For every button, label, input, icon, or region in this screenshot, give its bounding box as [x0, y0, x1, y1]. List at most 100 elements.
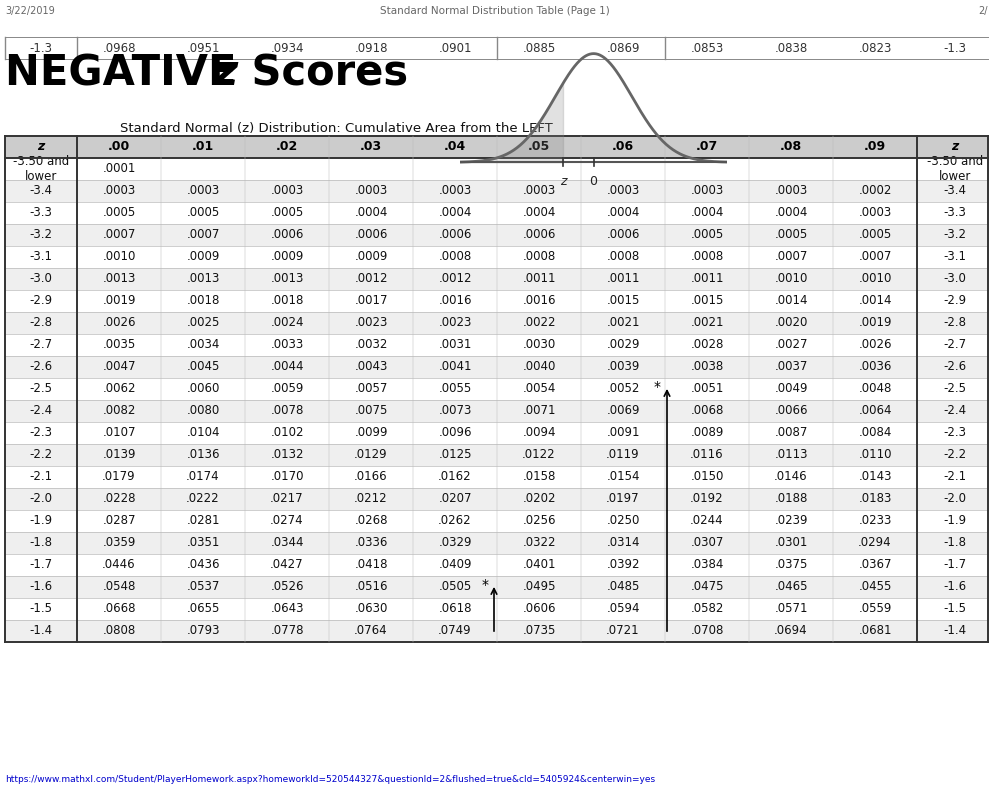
- Text: .0793: .0793: [186, 625, 220, 638]
- Text: .0344: .0344: [271, 537, 304, 549]
- Text: -1.8: -1.8: [30, 537, 53, 549]
- Text: .0274: .0274: [271, 515, 304, 527]
- Text: .0034: .0034: [186, 338, 220, 352]
- Text: .0012: .0012: [438, 272, 472, 286]
- Text: .02: .02: [275, 141, 298, 153]
- Text: .0006: .0006: [522, 229, 556, 241]
- Text: .0136: .0136: [186, 449, 220, 461]
- Text: .0314: .0314: [606, 537, 640, 549]
- Text: .0075: .0075: [355, 404, 387, 418]
- Text: -2.9: -2.9: [30, 295, 53, 307]
- Text: .07: .07: [696, 141, 718, 153]
- Text: .0096: .0096: [438, 426, 472, 440]
- Text: .0367: .0367: [858, 558, 892, 572]
- Text: .0044: .0044: [271, 360, 304, 373]
- Text: .0001: .0001: [102, 163, 136, 175]
- Text: .0055: .0055: [438, 383, 472, 395]
- Text: -1.4: -1.4: [30, 625, 53, 638]
- Text: .0384: .0384: [691, 558, 723, 572]
- Text: .0060: .0060: [186, 383, 220, 395]
- Text: .0436: .0436: [186, 558, 220, 572]
- Text: -1.9: -1.9: [30, 515, 53, 527]
- Text: .0028: .0028: [691, 338, 723, 352]
- Text: .0023: .0023: [438, 317, 472, 330]
- Text: .0009: .0009: [271, 250, 303, 264]
- Text: .0003: .0003: [271, 184, 303, 198]
- Text: -1.6: -1.6: [943, 580, 966, 593]
- Text: .0143: .0143: [858, 471, 892, 484]
- Text: -2.3: -2.3: [30, 426, 53, 440]
- Text: .0749: .0749: [438, 625, 472, 638]
- Text: .0228: .0228: [102, 492, 136, 506]
- Text: .0003: .0003: [522, 184, 556, 198]
- Text: .0066: .0066: [774, 404, 808, 418]
- Text: .0099: .0099: [354, 426, 387, 440]
- Text: .0102: .0102: [271, 426, 304, 440]
- Text: .0013: .0013: [186, 272, 220, 286]
- Text: .0336: .0336: [355, 537, 387, 549]
- Text: -2.3: -2.3: [943, 426, 966, 440]
- Text: .0087: .0087: [774, 426, 808, 440]
- Text: -3.0: -3.0: [943, 272, 966, 286]
- Text: .0104: .0104: [186, 426, 220, 440]
- Text: .0146: .0146: [774, 471, 808, 484]
- Text: z: z: [560, 175, 566, 187]
- Text: .0057: .0057: [355, 383, 387, 395]
- Text: .0007: .0007: [774, 250, 808, 264]
- Text: .0918: .0918: [354, 41, 387, 55]
- Text: .0004: .0004: [438, 206, 472, 219]
- Text: https://www.mathxl.com/Student/PlayerHomework.aspx?homeworkId=520544327&question: https://www.mathxl.com/Student/PlayerHom…: [5, 775, 655, 784]
- Text: .0011: .0011: [691, 272, 723, 286]
- Text: .0006: .0006: [438, 229, 472, 241]
- Text: .0183: .0183: [858, 492, 892, 506]
- Text: .0005: .0005: [271, 206, 303, 219]
- Text: .0166: .0166: [354, 471, 387, 484]
- Text: .0091: .0091: [606, 426, 640, 440]
- Text: .0537: .0537: [186, 580, 220, 593]
- Text: .0084: .0084: [858, 426, 892, 440]
- Text: .0016: .0016: [522, 295, 556, 307]
- Text: -2.8: -2.8: [30, 317, 53, 330]
- Text: .0003: .0003: [186, 184, 220, 198]
- Text: .0129: .0129: [354, 449, 387, 461]
- Text: .0003: .0003: [691, 184, 723, 198]
- Text: .0571: .0571: [774, 603, 808, 615]
- Text: .0113: .0113: [774, 449, 808, 461]
- Text: *: *: [653, 380, 660, 394]
- Text: .0004: .0004: [606, 206, 639, 219]
- Text: .0003: .0003: [606, 184, 639, 198]
- Text: .0202: .0202: [522, 492, 556, 506]
- Text: .0212: .0212: [354, 492, 387, 506]
- Text: .0262: .0262: [438, 515, 472, 527]
- Text: .0026: .0026: [102, 317, 136, 330]
- Text: -2.6: -2.6: [943, 360, 966, 373]
- Text: .0051: .0051: [691, 383, 723, 395]
- Text: -1.6: -1.6: [30, 580, 53, 593]
- Text: *: *: [482, 578, 489, 592]
- Text: .0014: .0014: [858, 295, 892, 307]
- Text: .0294: .0294: [858, 537, 892, 549]
- Text: Standard Normal Distribution Table (Page 1): Standard Normal Distribution Table (Page…: [381, 6, 609, 16]
- Text: .0006: .0006: [271, 229, 303, 241]
- Text: .0025: .0025: [186, 317, 220, 330]
- Text: .0559: .0559: [858, 603, 892, 615]
- Text: .0885: .0885: [522, 41, 556, 55]
- Text: -2.2: -2.2: [943, 449, 966, 461]
- Text: .0446: .0446: [102, 558, 136, 572]
- Text: .0071: .0071: [522, 404, 556, 418]
- Text: .0008: .0008: [522, 250, 556, 264]
- Text: .0465: .0465: [774, 580, 808, 593]
- Text: NEGATIVE: NEGATIVE: [5, 52, 251, 94]
- Text: .0015: .0015: [691, 295, 723, 307]
- Text: -2.4: -2.4: [30, 404, 53, 418]
- Text: .0008: .0008: [691, 250, 723, 264]
- Text: .0047: .0047: [102, 360, 136, 373]
- Text: .0721: .0721: [606, 625, 640, 638]
- Text: -1.4: -1.4: [943, 625, 966, 638]
- Text: 3/22/2019: 3/22/2019: [5, 6, 55, 16]
- Text: .0154: .0154: [606, 471, 640, 484]
- Text: .0618: .0618: [438, 603, 472, 615]
- Text: .0039: .0039: [606, 360, 639, 373]
- Text: .0162: .0162: [438, 471, 472, 484]
- Text: .0013: .0013: [102, 272, 136, 286]
